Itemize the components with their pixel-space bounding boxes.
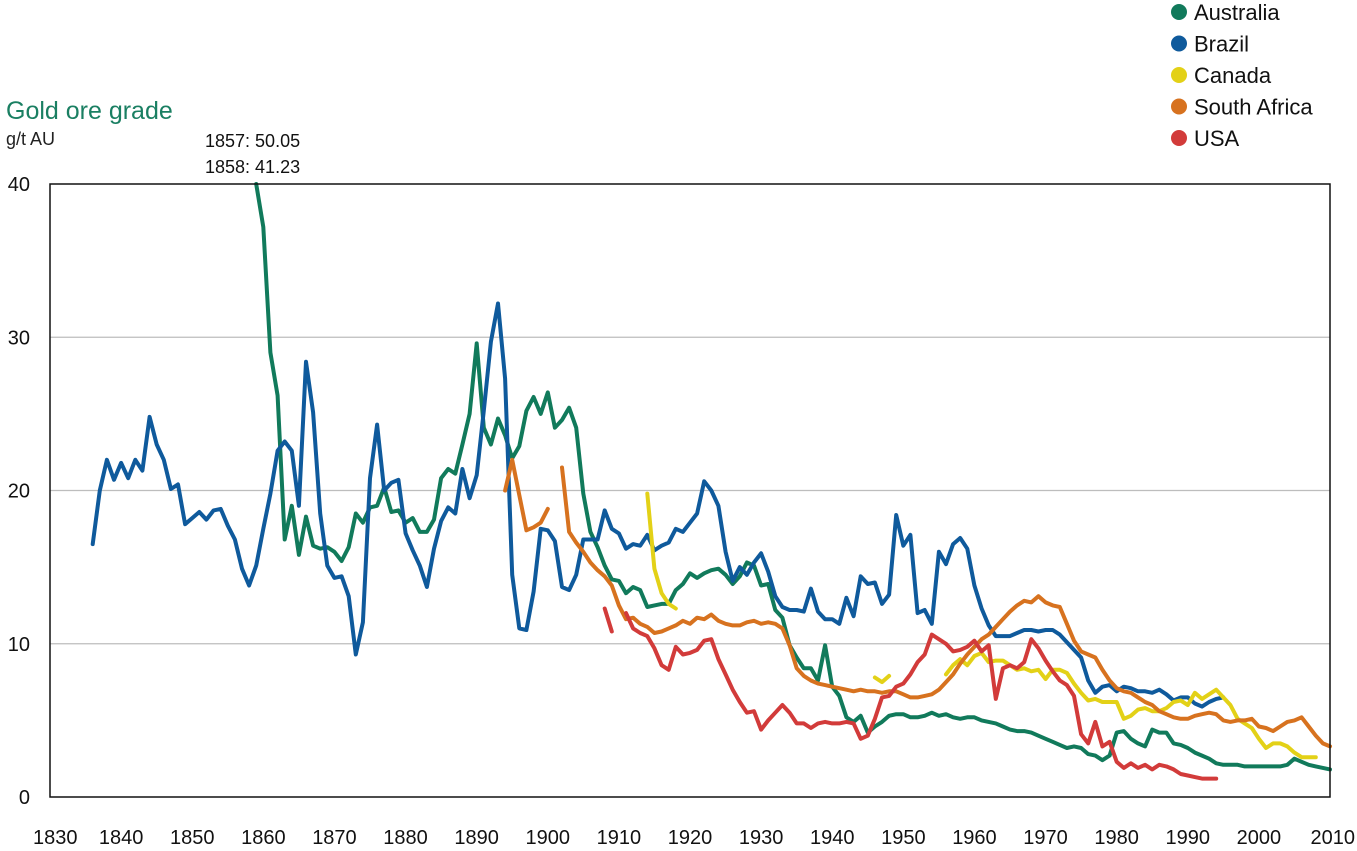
y-tick-label-0: 0 [19,787,30,809]
series-line-usa-1 [602,606,614,634]
x-tick-label-1940: 1940 [810,827,855,849]
legend-marker-brazil [1171,35,1187,52]
x-tick-label-1870: 1870 [312,827,357,849]
series-line-brazil [90,301,1226,709]
annotation-1858: 1858: 41.23 [205,157,300,177]
x-tick-label-1990: 1990 [1166,827,1211,849]
legend-marker-usa [1171,130,1187,146]
x-tick-label-1900: 1900 [526,827,571,849]
x-tick-label-1960: 1960 [952,827,997,849]
x-tick-label-2010: 2010 [1311,827,1356,849]
legend-label-brazil: Brazil [1194,32,1249,57]
x-tick-label-1980: 1980 [1094,827,1139,849]
y-tick-label-30: 30 [8,327,30,349]
x-tick-label-1890: 1890 [454,827,499,849]
x-tick-label-1880: 1880 [383,827,428,849]
series-line-south-africa-1 [503,457,550,533]
series-line-canada-1 [645,491,678,611]
series-lines [90,182,1332,781]
x-tick-label-1950: 1950 [881,827,926,849]
plot-area-frame [49,183,1331,798]
gridlines [50,336,1330,645]
peak-annotations: 1857: 50.05 1858: 41.23 [205,131,300,177]
legend-marker-australia [1171,4,1187,20]
annotation-1857: 1857: 50.05 [205,131,300,151]
y-axis-ticks: 0 10 20 30 40 [8,174,30,809]
series-line-canada-3 [944,650,1318,760]
y-tick-label-40: 40 [8,174,30,196]
series-line-south-africa-2 [560,465,1332,749]
x-tick-label-2000: 2000 [1237,827,1282,849]
legend-label-usa: USA [1194,126,1240,151]
y-tick-label-10: 10 [8,634,30,656]
chart-title: Gold ore grade [6,97,173,125]
x-tick-label-1910: 1910 [597,827,642,849]
legend-marker-south-africa [1171,98,1187,115]
x-axis-ticks: 1830 1840 1850 1860 1870 1880 1890 1900 1910 1920… [33,827,1355,849]
legend: Australia Brazil Canada South Africa USA [1171,0,1313,151]
legend-label-south-africa: South Africa [1194,95,1313,120]
legend-label-australia: Australia [1194,0,1280,25]
legend-label-canada: Canada [1194,63,1272,88]
series-line-australia [254,182,1332,772]
x-tick-label-1970: 1970 [1023,827,1068,849]
x-tick-label-1830: 1830 [33,827,78,849]
x-tick-label-1840: 1840 [99,827,144,849]
legend-marker-canada [1171,67,1187,83]
x-tick-label-1930: 1930 [739,827,784,849]
y-tick-label-20: 20 [8,481,30,503]
x-tick-label-1860: 1860 [241,827,286,849]
x-tick-label-1850: 1850 [170,827,215,849]
series-line-canada-2 [872,673,892,685]
x-tick-label-1920: 1920 [668,827,713,849]
y-axis-unit-label: g/t AU [6,129,55,149]
series-line-usa-2 [624,611,1219,781]
